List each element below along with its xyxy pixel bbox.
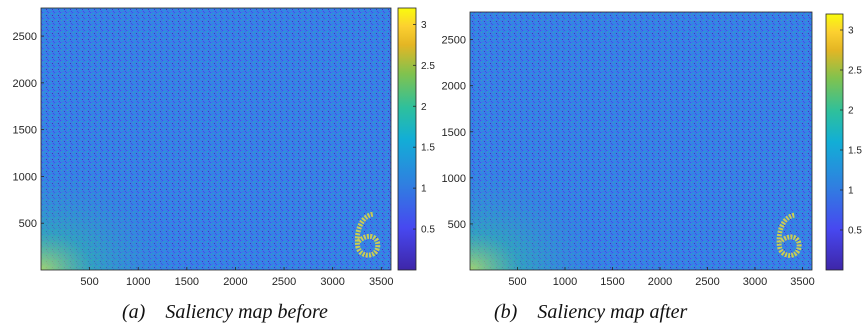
x-tick-label: 2000 [648,276,672,288]
colorbar-tick-label: 2 [421,102,427,113]
caption-saliency-before: (a) Saliency map before [122,301,328,323]
plot-frame [40,7,392,271]
y-tick-label: 1500 [442,127,466,139]
x-tick-label: 2500 [272,276,296,288]
x-tick-label: 1000 [126,276,150,288]
colorbar-tick-label: 0.5 [848,226,862,237]
x-tick-label: 2500 [695,276,719,288]
heatmap-corner-glow [41,8,391,270]
y-tick-label: 1500 [13,125,37,137]
x-tick-label: 1000 [553,276,577,288]
caption-saliency-after: (b) Saliency map after [494,301,688,323]
x-tick-label: 3500 [369,276,393,288]
colorbar-tick-label: 1.5 [848,146,862,157]
digit-blob [776,212,802,258]
colorbar-tick-label: 1.5 [421,143,435,154]
y-tick-label: 2500 [13,31,37,43]
y-tick-label: 1000 [13,171,37,183]
saliency-panel-after: 500 1000 1500 2000 2500 3000 35005001000150020… [442,11,862,288]
x-tick-label: 3000 [743,276,767,288]
x-tick-label: 1500 [600,276,624,288]
heatmap-corner-glow [470,12,812,270]
colorbar-tick-label: 2 [848,106,854,117]
saliency-panel-before: 500 1000 1500 2000 2500 3000 35005001000150020… [13,7,435,288]
plot-frame [469,11,813,271]
colorbar [825,13,844,271]
x-tick-label: 3500 [790,276,814,288]
x-tick-label: 3000 [320,276,344,288]
colorbar-tick-label: 0.5 [421,225,435,236]
y-tick-label: 1000 [442,173,466,185]
colorbar-tick-label: 3 [421,20,427,31]
x-tick-label: 2000 [223,276,247,288]
y-tick-label: 500 [448,219,466,231]
colorbar-tick-label: 3 [848,26,854,37]
colorbar [397,7,417,271]
x-tick-label: 500 [80,276,98,288]
colorbar-tick-label: 2.5 [848,66,862,77]
y-tick-label: 500 [19,218,37,230]
y-tick-label: 2000 [442,81,466,93]
y-tick-label: 2500 [442,35,466,47]
colorbar-tick-label: 2.5 [421,61,435,72]
colorbar-tick-label: 1 [421,184,427,195]
digit-blob [354,211,381,258]
y-tick-label: 2000 [13,78,37,90]
x-tick-label: 500 [508,276,526,288]
colorbar-tick-label: 1 [848,186,854,197]
x-tick-label: 1500 [175,276,199,288]
